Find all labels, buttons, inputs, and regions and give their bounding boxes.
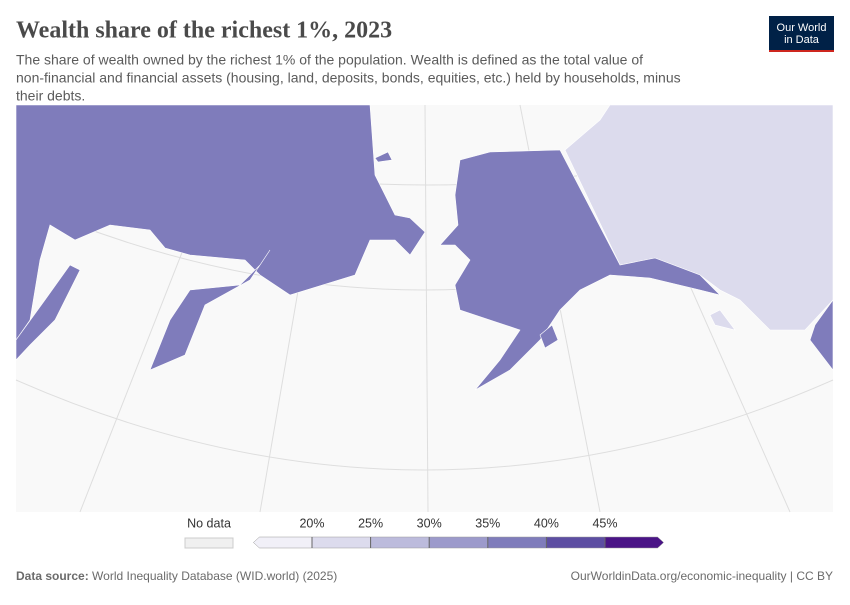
subtitle-line: their debts. xyxy=(16,88,85,104)
map xyxy=(15,104,834,513)
logo-box xyxy=(769,16,834,52)
subtitle-line: non-financial and financial assets (hous… xyxy=(16,70,681,86)
legend: No data 20% 25% 30% 35% 40% 45% xyxy=(184,516,664,549)
region[interactable] xyxy=(15,264,81,361)
source-label: Data source: xyxy=(16,569,89,583)
logo[interactable]: Our World in Data xyxy=(769,16,834,52)
logo-text: Our World xyxy=(777,22,827,34)
source: Data source: World Inequality Database (… xyxy=(16,569,337,583)
legend-bin xyxy=(487,536,547,549)
source-text: World Inequality Database (WID.world) (2… xyxy=(92,569,337,583)
logo-stripe xyxy=(769,50,834,52)
region[interactable] xyxy=(539,324,559,349)
legend-bin xyxy=(370,536,430,549)
legend-bin xyxy=(546,536,606,549)
region[interactable] xyxy=(709,309,736,331)
logo-text: in Data xyxy=(784,34,820,46)
region[interactable] xyxy=(439,149,721,391)
legend-tick-label: 20% xyxy=(299,516,324,530)
title: Wealth share of the richest 1%, 2023 xyxy=(16,18,392,44)
no-data-swatch xyxy=(184,537,234,549)
legend-tick-label: 40% xyxy=(534,516,559,530)
legend-tick-label: 30% xyxy=(417,516,442,530)
legend-tick-label: 35% xyxy=(475,516,500,530)
legend-bin xyxy=(428,536,489,549)
legend-bin xyxy=(604,536,664,549)
subtitle-line: The share of wealth owned by the richest… xyxy=(16,52,643,68)
legend-tick-label: 25% xyxy=(358,516,383,530)
legend-tick-label: 45% xyxy=(592,516,617,530)
legend-bin xyxy=(253,536,313,549)
region[interactable] xyxy=(15,104,426,341)
no-data-label: No data xyxy=(187,516,231,530)
legend-bin xyxy=(311,536,371,549)
graticule xyxy=(15,379,834,471)
region[interactable] xyxy=(809,299,834,371)
region[interactable] xyxy=(374,151,393,163)
region[interactable] xyxy=(149,249,271,371)
source-url[interactable]: OurWorldinData.org/economic-inequality |… xyxy=(571,569,833,583)
